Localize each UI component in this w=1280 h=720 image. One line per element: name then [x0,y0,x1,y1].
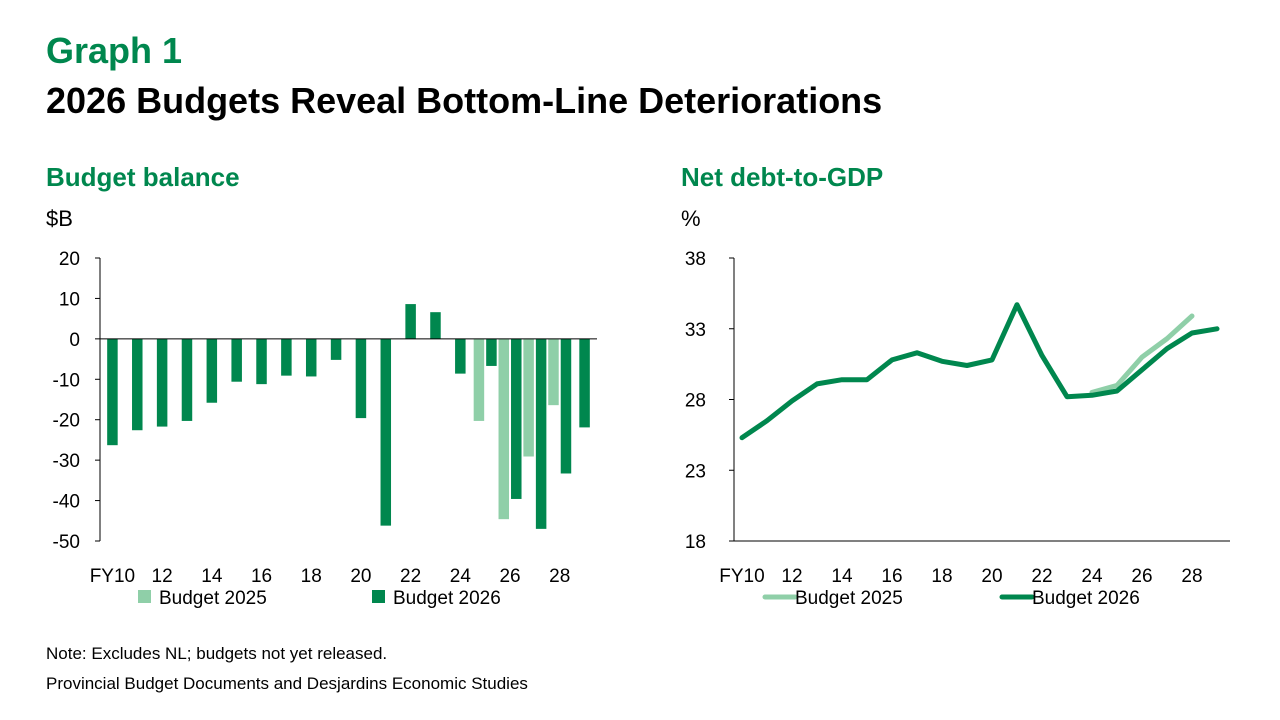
source-note: Provincial Budget Documents and Desjardi… [46,674,528,693]
bar-budget-2026 [455,338,466,374]
line-budget-2025 [1089,313,1195,395]
line-chart-title: Net debt-to-GDP [681,162,884,192]
x-tick-label: 18 [931,566,952,587]
line-chart-unit-label: % [681,206,701,231]
x-tick-label: 18 [301,566,322,587]
bar-chart-unit-label: $B [46,206,73,231]
y-tick-label: -30 [53,451,80,472]
bar-budget-2026 [579,338,590,428]
legend-swatch [138,590,151,603]
x-tick-label: 20 [350,566,371,587]
bar-budget-2026 [156,338,168,427]
net-debt-chart: 38 33 28 23 18 FY10 12 14 16 18 20 22 24 26 28 Budget 2… [685,249,1230,609]
bar-budget-2025 [473,338,485,421]
bar-budget-2026 [330,338,342,360]
legend-label: Budget 2026 [1032,588,1140,609]
bar-budget-2025 [523,338,534,457]
x-tick-label: 16 [251,566,272,587]
x-tick-label: 12 [781,566,802,587]
bar-budget-2026 [107,338,118,446]
bar-budget-2026 [380,338,392,526]
bar-budget-2026 [355,338,367,419]
x-tick-label: 14 [201,566,223,587]
y-tick-label: -20 [53,411,80,432]
bar-budget-2026 [305,338,317,377]
footnote: Note: Excludes NL; budgets not yet relea… [46,644,388,663]
x-tick-label: 14 [831,566,853,587]
bar-budget-2026 [535,338,547,529]
legend-label: Budget 2025 [159,588,267,609]
x-tick-label: 24 [450,566,472,587]
y-tick-label: 23 [685,461,706,482]
y-tick-label: -40 [53,492,80,513]
legend-label: Budget 2025 [795,588,903,609]
page-title: 2026 Budgets Reveal Bottom-Line Deterior… [46,80,883,121]
budget-balance-chart: 20 10 0 -10 -20 -30 -40 -50 FY10 12 14 16 18 20 22 24 26… [53,249,597,609]
bar-budget-2026 [430,312,441,339]
x-tick-label: FY10 [719,566,764,587]
x-tick-label: 22 [400,566,421,587]
y-tick-label: 0 [69,330,80,351]
x-tick-label: 28 [549,566,570,587]
legend-label: Budget 2026 [393,588,501,609]
x-tick-label: 22 [1031,566,1052,587]
y-tick-label: 33 [685,320,706,341]
bar-budget-2025 [498,338,510,520]
x-tick-label: 28 [1181,566,1202,587]
bar-budget-2026 [486,338,497,366]
x-tick-label: 20 [981,566,1002,587]
x-tick-label: 26 [1131,566,1152,587]
y-tick-label: 18 [685,532,706,553]
y-tick-label: -10 [53,370,80,391]
y-tick-label: 28 [685,391,706,412]
bar-budget-2025 [548,338,559,406]
graph-label: Graph 1 [46,30,183,71]
bar-budget-2026 [206,338,218,403]
y-tick-label: -50 [53,532,80,553]
bar-budget-2026 [132,338,143,431]
x-tick-label: 12 [152,566,173,587]
y-tick-label: 20 [59,249,80,270]
legend-swatch [372,590,385,603]
y-tick-label: 38 [685,249,706,270]
bar-budget-2026 [405,304,416,339]
line-budget-2026 [739,302,1220,441]
bar-budget-2026 [181,338,193,421]
bar-budget-2026 [281,338,292,376]
bar-budget-2026 [560,338,572,474]
y-tick-label: 10 [59,289,80,310]
bar-budget-2026 [511,338,522,499]
bar-budget-2026 [231,338,242,382]
x-tick-label: 26 [499,566,520,587]
x-tick-label: 16 [881,566,902,587]
bar-chart-title: Budget balance [46,162,240,192]
x-tick-label: FY10 [90,566,135,587]
x-tick-label: 24 [1081,566,1103,587]
bar-budget-2026 [256,338,267,385]
